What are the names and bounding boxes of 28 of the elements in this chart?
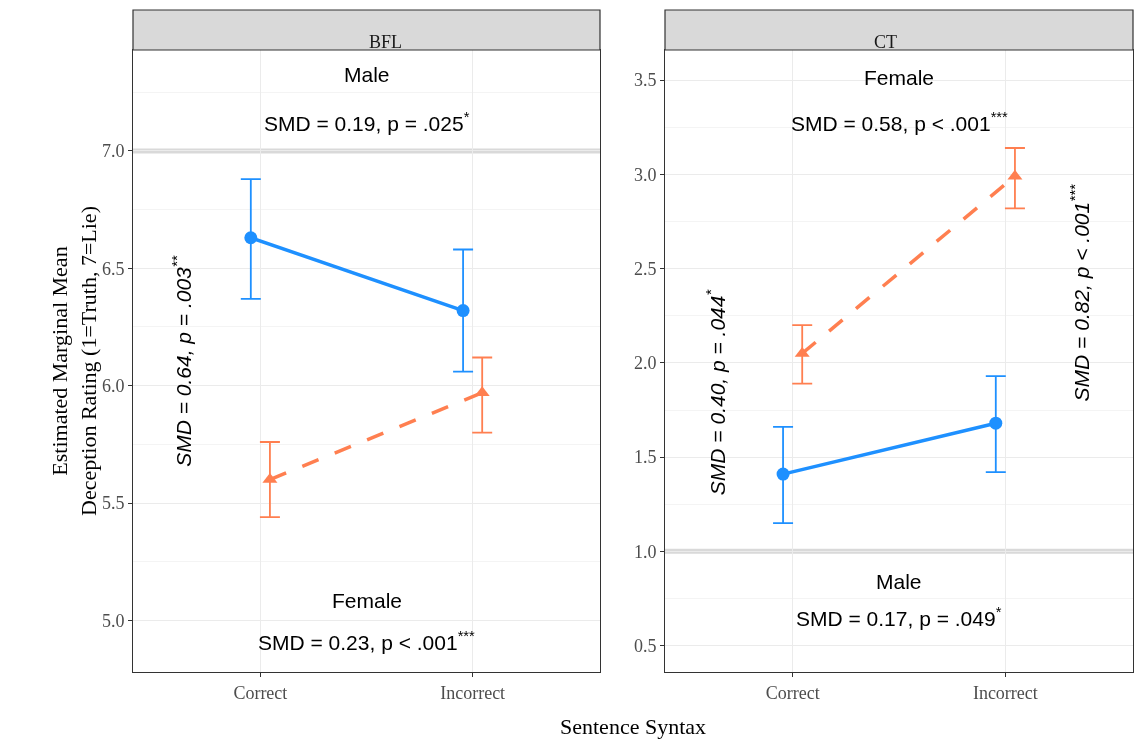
annotation: SMD = 0.23, p < .001$^{***}$: [258, 628, 476, 654]
annotation: Female: [864, 66, 935, 89]
y-tick-label: 7.0: [101, 141, 125, 162]
y-tick-label: 0.5: [633, 635, 657, 656]
y-tick-label: 1.5: [633, 447, 657, 468]
x-axis-title: Sentence Syntax: [560, 714, 707, 739]
annotation: SMD = 0.58, p < .001$^{***}$: [791, 109, 1009, 135]
x-tick-label: Correct: [765, 682, 820, 703]
annotation: SMD = 0.17, p = .049$^{*}$: [796, 604, 1002, 630]
x-tick-label: Incorrect: [440, 682, 506, 703]
annotation: Male: [344, 63, 390, 86]
x-tick-label: Correct: [233, 682, 288, 703]
y-tick-label: 6.0: [101, 375, 125, 396]
y-tick-label: 2.5: [633, 258, 657, 279]
y-tick-label: 5.5: [101, 493, 125, 514]
annotation: SMD = 0.19, p = .025$^{*}$: [264, 109, 470, 135]
y-tick-label: 5.0: [101, 610, 125, 631]
chart-title: BFL: [369, 32, 403, 52]
y-tick-label: 3.5: [633, 70, 657, 91]
y-tick-label: 1.0: [633, 541, 657, 562]
y-tick-label: 2.0: [633, 353, 657, 374]
chart-title: CT: [874, 32, 898, 52]
y-tick-label: 6.5: [101, 258, 125, 279]
y-axis-title: Estimated Marginal Mean Deception Rating (1=Truth, 7=Lie): [47, 206, 101, 516]
x-tick-label: Incorrect: [972, 682, 1038, 703]
y-tick-label: 3.0: [633, 164, 657, 185]
annotation: Female: [332, 589, 403, 612]
annotation: Male: [876, 570, 922, 593]
